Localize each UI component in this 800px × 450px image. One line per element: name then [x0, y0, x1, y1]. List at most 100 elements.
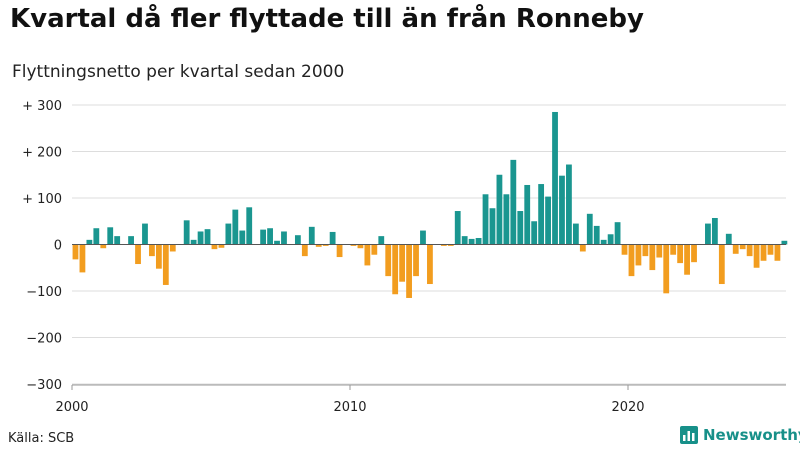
bar [385, 244, 392, 277]
bar [670, 244, 677, 255]
bar [468, 238, 475, 245]
newsworthy-logo-icon [680, 426, 698, 444]
bar [579, 244, 586, 252]
bar [267, 228, 273, 245]
bar [315, 244, 322, 247]
bar [322, 244, 329, 246]
bar [142, 223, 148, 245]
bar [281, 231, 287, 245]
bar [559, 175, 565, 245]
bar [635, 244, 642, 266]
bar [684, 244, 690, 275]
bar [190, 239, 197, 245]
bar [454, 211, 461, 245]
bar [503, 194, 510, 245]
bar [711, 217, 718, 245]
bar [718, 244, 725, 285]
bar-chart: + 300 + 200 + 100 0 −100 −200 −300 2000 2010 2020 [22, 99, 788, 415]
bar [566, 164, 572, 245]
bar [753, 244, 760, 268]
bar [406, 244, 412, 298]
bar [93, 228, 100, 245]
y-tick-label: 0 [54, 239, 62, 254]
bar [447, 244, 454, 246]
y-tick-label: + 200 [22, 146, 62, 161]
chart-title: Kvartal då fler flyttade till än från Ro… [10, 4, 644, 34]
y-tick-label: + 100 [22, 192, 62, 207]
bar [461, 236, 468, 245]
x-tick-label: 2000 [55, 400, 88, 415]
bar [413, 244, 419, 277]
bar [677, 244, 684, 264]
bar [732, 244, 739, 254]
bar [246, 207, 253, 245]
bar [746, 244, 753, 257]
bar [114, 236, 121, 245]
chart-subtitle: Flyttningsnetto per kvartal sedan 2000 [12, 62, 345, 82]
bar [440, 244, 447, 246]
bar [100, 244, 107, 249]
bar [149, 244, 155, 257]
bar [232, 209, 239, 245]
bar [586, 213, 593, 245]
bar [420, 230, 426, 245]
bar [225, 223, 232, 245]
bar [656, 244, 663, 258]
y-tick-label: + 300 [22, 99, 62, 114]
bar [211, 244, 218, 250]
bar [204, 229, 211, 245]
bar [72, 244, 79, 260]
bar [600, 239, 607, 245]
bar [538, 184, 545, 245]
bar [128, 236, 134, 245]
bar [357, 244, 364, 249]
bar [517, 211, 524, 245]
bar [649, 244, 656, 271]
bar [329, 231, 336, 245]
bar [308, 226, 315, 245]
bar [628, 244, 635, 277]
bar [781, 240, 788, 245]
bar [614, 222, 621, 245]
bar [510, 159, 517, 245]
y-tick-label: −300 [26, 378, 62, 393]
y-tick-label: −100 [26, 285, 62, 300]
brand-logo: Newsworthy [680, 426, 800, 444]
bar [392, 244, 399, 295]
bar [135, 244, 141, 265]
bar [364, 244, 371, 266]
bar [552, 111, 558, 245]
bar [767, 244, 774, 255]
bar [663, 244, 670, 294]
bar [774, 244, 781, 261]
brand-name: Newsworthy [703, 426, 800, 444]
bar [524, 184, 531, 245]
y-tick-label: −200 [26, 332, 62, 347]
bar [79, 244, 86, 273]
bar [155, 244, 162, 269]
bar [239, 230, 246, 245]
bar [475, 237, 482, 245]
bar [593, 225, 600, 245]
bar [725, 233, 732, 245]
bar [691, 244, 697, 263]
bar [705, 223, 711, 245]
bar [301, 244, 308, 257]
bar [350, 244, 357, 246]
bar [489, 208, 496, 245]
bar [545, 196, 551, 245]
bar [496, 174, 503, 245]
bar [572, 223, 579, 245]
bar [607, 234, 614, 245]
bar [274, 240, 280, 245]
bar [739, 244, 746, 250]
bar [107, 227, 114, 245]
bar [336, 244, 343, 258]
bar [399, 244, 406, 282]
bar [482, 194, 489, 245]
bar [621, 244, 628, 255]
source-note: Källa: SCB [8, 431, 75, 446]
bar [260, 229, 267, 245]
bar [197, 231, 204, 245]
bar [183, 220, 190, 245]
